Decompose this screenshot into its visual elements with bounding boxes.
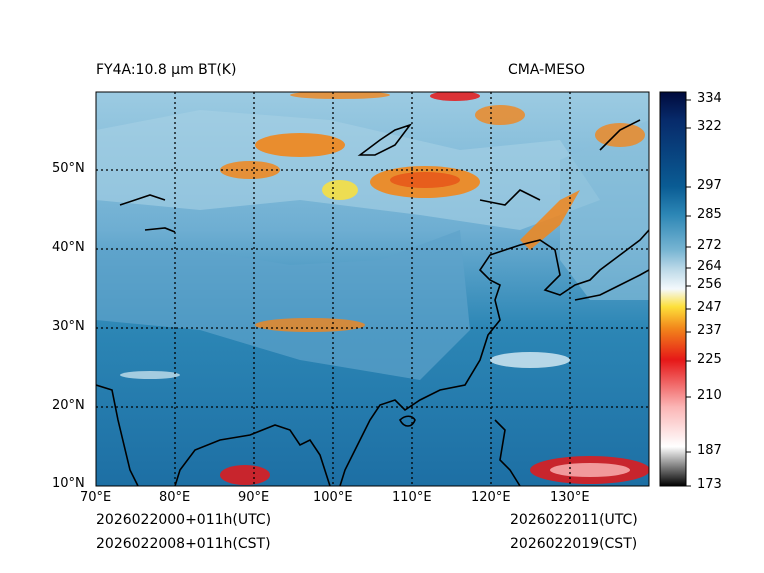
colorbar-tick-label: 256	[697, 277, 722, 292]
init-time-utc: 2026022000+011h(UTC)	[96, 512, 272, 528]
colorbar	[659, 91, 687, 487]
lat-tick-label: 10°N	[52, 476, 85, 491]
lat-tick-label: 20°N	[52, 398, 85, 413]
lon-tick-label: 80°E	[159, 490, 191, 505]
lat-tick-label: 40°N	[52, 240, 85, 255]
lon-tick-label: 100°E	[313, 490, 353, 505]
colorbar-tick-label: 297	[697, 178, 722, 193]
colorbar-tick-label: 237	[697, 323, 722, 338]
colorbar-tick-label: 285	[697, 207, 722, 222]
colorbar-tick-label: 322	[697, 119, 722, 134]
colorbar-tick-label: 264	[697, 259, 722, 274]
map-title: FY4A:10.8 µm BT(K)	[96, 62, 237, 78]
valid-time-cst: 2026022019(CST)	[510, 536, 638, 552]
map-frame	[95, 91, 650, 487]
lat-tick-label: 50°N	[52, 161, 85, 176]
graticule	[96, 92, 649, 486]
model-title: CMA-MESO	[508, 62, 586, 78]
lon-tick-label: 70°E	[80, 490, 112, 505]
colorbar-tick-label: 247	[697, 300, 722, 315]
init-time-cst: 2026022008+011h(CST)	[96, 536, 271, 552]
colorbar-tick-label: 225	[697, 352, 722, 367]
satellite-image	[96, 92, 649, 486]
colorbar-tick-label: 210	[697, 388, 722, 403]
lon-tick-label: 130°E	[550, 490, 590, 505]
colorbar-tick-label: 187	[697, 443, 722, 458]
colorbar-tick-label: 334	[697, 91, 722, 106]
lon-tick-label: 110°E	[392, 490, 432, 505]
lat-tick-label: 30°N	[52, 319, 85, 334]
valid-time-utc: 2026022011(UTC)	[510, 512, 638, 528]
colorbar-tick-label: 272	[697, 238, 722, 253]
colorbar-tick-label: 173	[697, 477, 722, 492]
lon-tick-label: 90°E	[238, 490, 270, 505]
lon-tick-label: 120°E	[471, 490, 511, 505]
